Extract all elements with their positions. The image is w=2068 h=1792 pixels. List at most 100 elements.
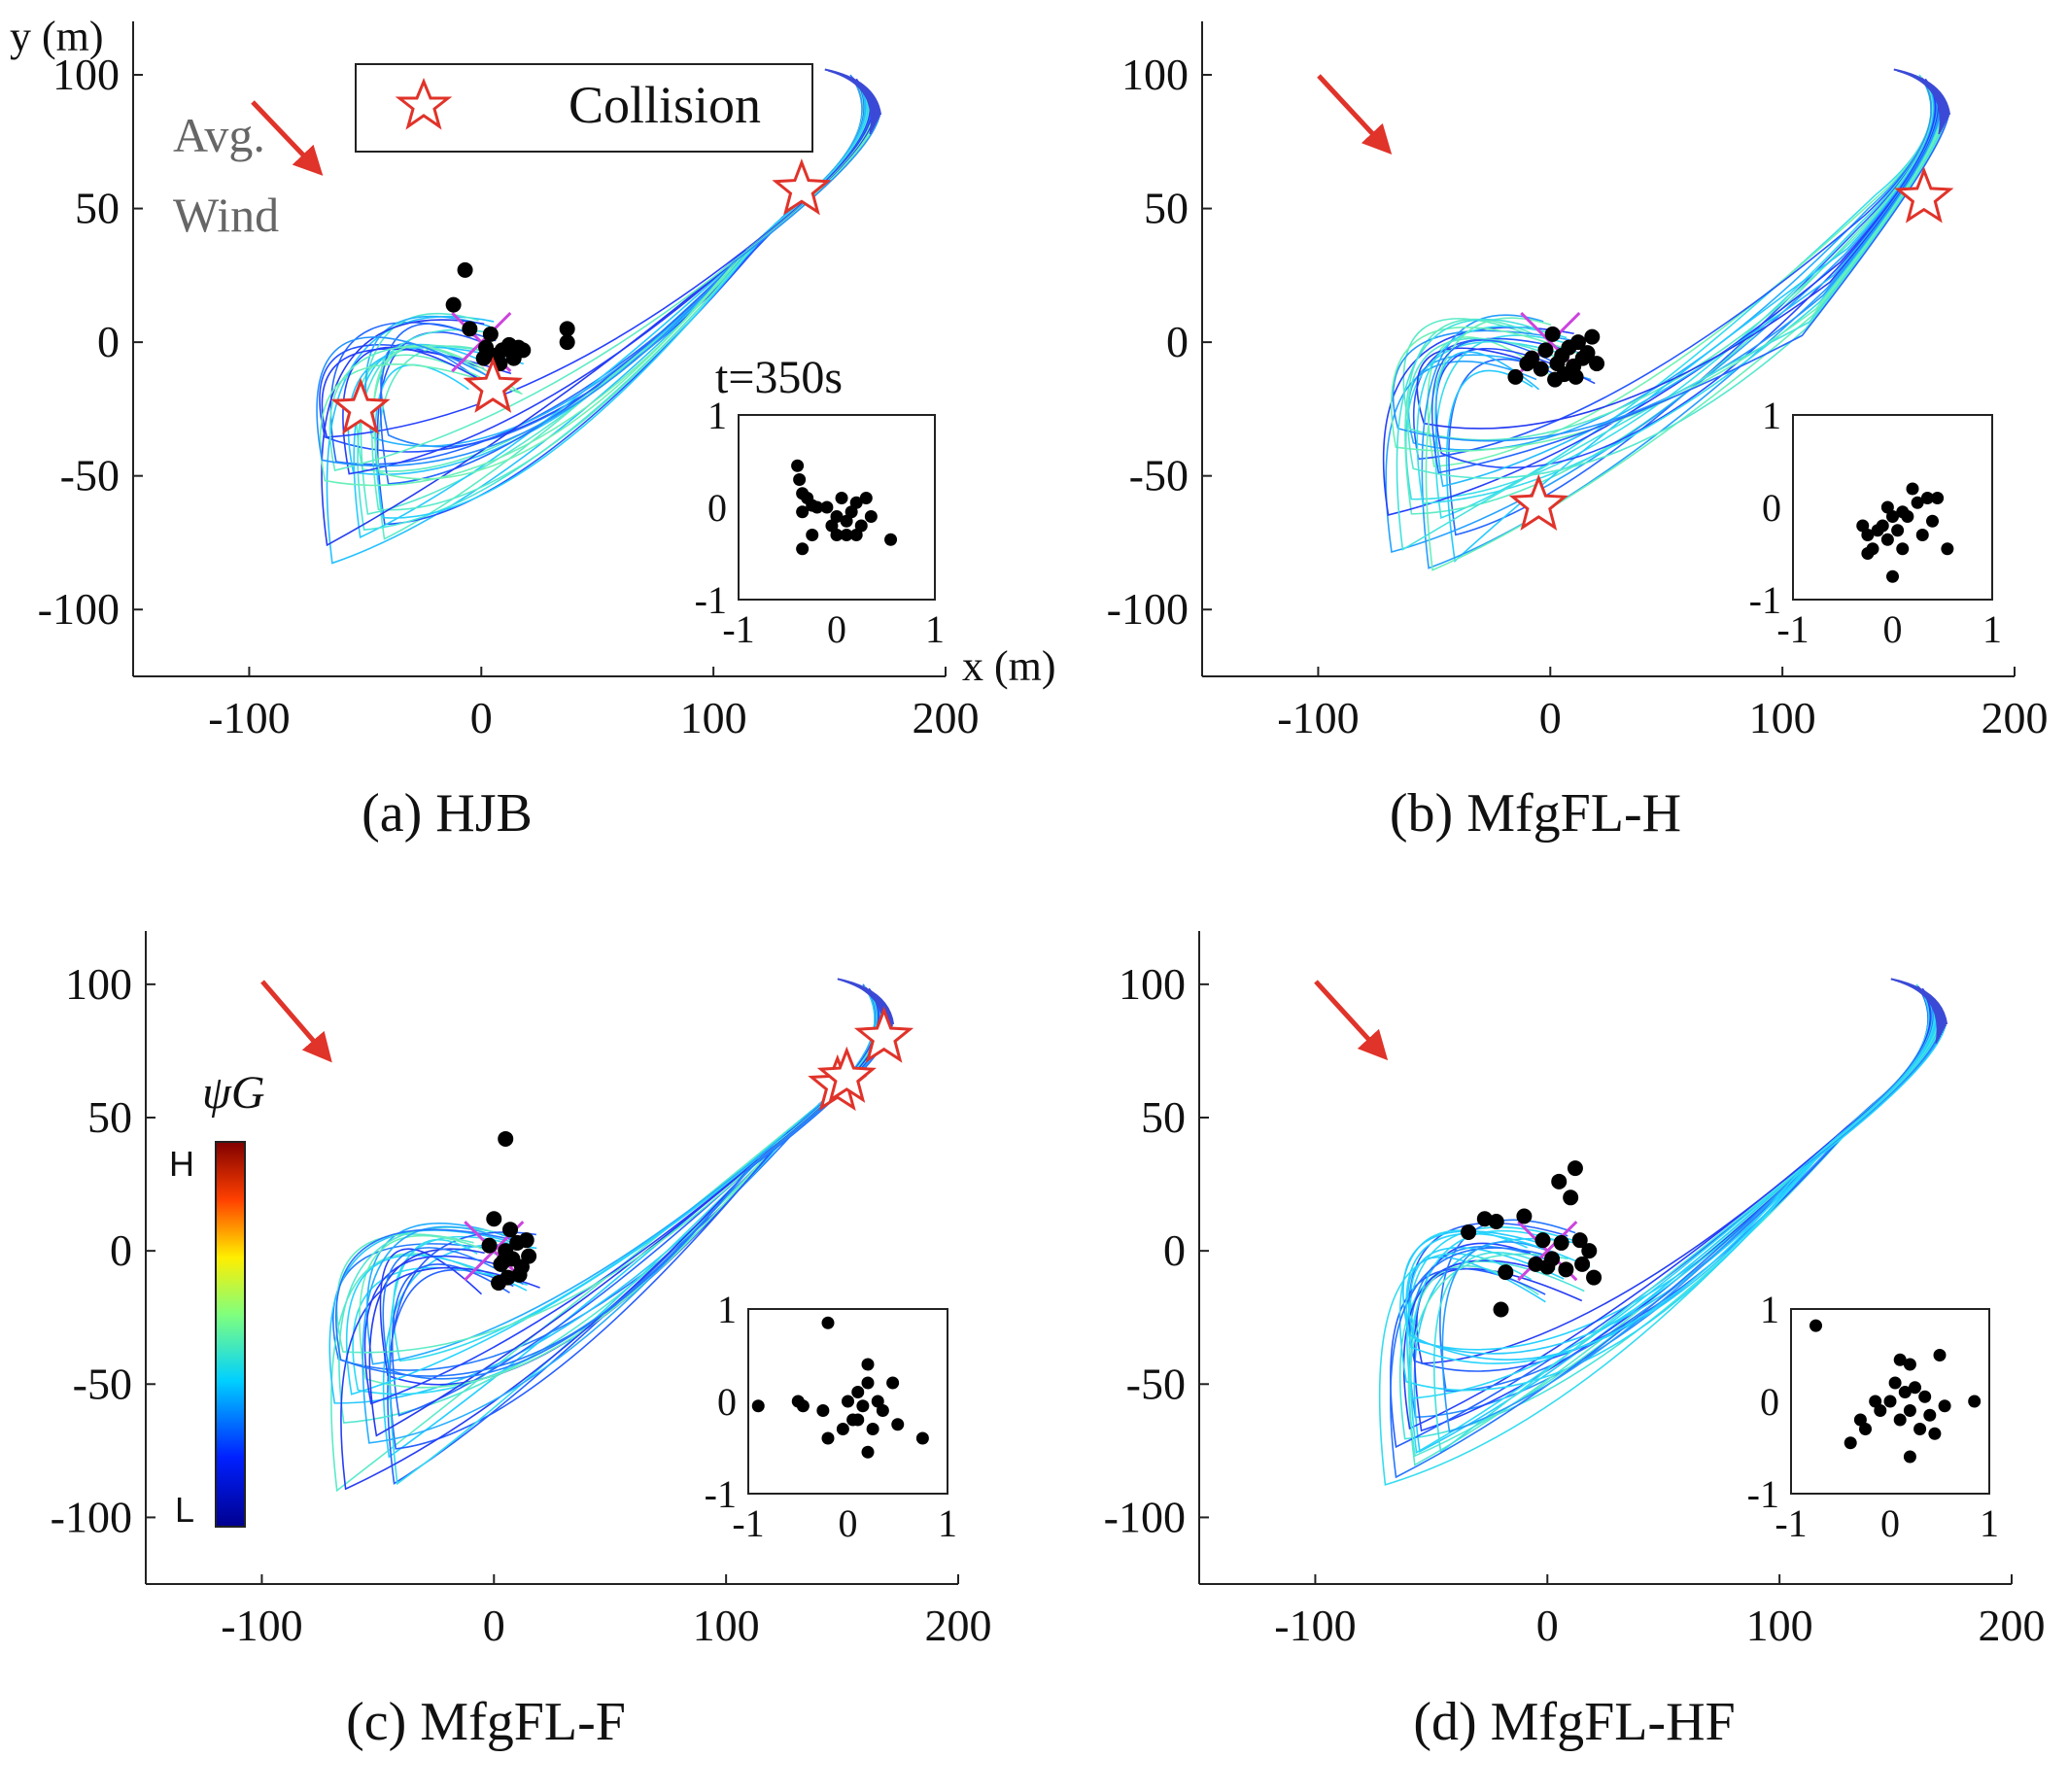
collision-star-icon bbox=[463, 356, 523, 413]
inset-agent-dot bbox=[810, 500, 824, 514]
inset-agent-dot bbox=[816, 1404, 830, 1417]
inset-agent-dot bbox=[1920, 492, 1934, 504]
inset-y-tick-label: 1 bbox=[1760, 1288, 1779, 1331]
inset-agent-dot bbox=[751, 1399, 765, 1413]
inset-y-tick-label: 0 bbox=[707, 486, 727, 530]
trajectory-start bbox=[1921, 987, 1939, 1044]
agent-dot bbox=[1567, 1160, 1583, 1177]
agent-dot bbox=[1571, 1232, 1588, 1249]
inset-agent-dot bbox=[1853, 1413, 1867, 1427]
inset-agent-dot bbox=[1844, 1436, 1857, 1450]
agent-dot bbox=[1581, 1243, 1598, 1259]
agent-dot bbox=[1579, 345, 1596, 362]
inset-x-tick-label: -1 bbox=[1776, 607, 1809, 651]
inset-agent-dot bbox=[1810, 1319, 1822, 1332]
agent-dot bbox=[1569, 334, 1586, 351]
x-tick-label: 200 bbox=[1979, 1601, 2046, 1650]
wind-arrow-icon bbox=[1314, 980, 1389, 1061]
agent-dot bbox=[511, 1266, 528, 1283]
inset-agent-dot bbox=[830, 510, 844, 523]
agent-dot bbox=[1534, 1232, 1551, 1249]
agent-dot bbox=[495, 1254, 511, 1270]
inset-agent-dot bbox=[866, 1423, 879, 1435]
trajectory-line bbox=[335, 1016, 888, 1354]
agent-dot bbox=[1537, 342, 1554, 359]
inset-agent-dot bbox=[854, 519, 868, 533]
y-tick-label: -50 bbox=[1129, 451, 1189, 500]
inset-plot: -1-1 0 0 1 1 bbox=[1749, 394, 2002, 651]
inset-agent-dot bbox=[821, 1316, 835, 1329]
inset-frame bbox=[738, 414, 936, 601]
agent-dot bbox=[1461, 1223, 1477, 1240]
inset-agent-dot bbox=[864, 510, 878, 523]
agent-dot bbox=[1586, 1269, 1603, 1286]
inset-x-tick-label: 0 bbox=[839, 1501, 858, 1545]
wind-arrow-icon bbox=[260, 980, 332, 1063]
trajectory-line bbox=[1430, 114, 1949, 474]
x-axis-label: x (m) bbox=[962, 642, 1056, 690]
inset-agent-dot bbox=[1938, 1399, 1951, 1413]
inset-agent-dot bbox=[836, 1423, 849, 1435]
trajectory-line bbox=[1405, 1023, 1947, 1364]
inset-agent-dot bbox=[1891, 524, 1905, 537]
inset-x-tick-label: -1 bbox=[722, 607, 754, 651]
inset-agent-dot bbox=[861, 1376, 875, 1390]
agent-dot bbox=[518, 1232, 534, 1249]
legend: Collision bbox=[355, 63, 813, 153]
trajectory-line bbox=[1425, 108, 1946, 571]
inset-agent-dot bbox=[844, 505, 858, 519]
y-tick-label: -50 bbox=[60, 451, 120, 500]
agent-dot bbox=[1507, 368, 1524, 385]
inset-agent-dot bbox=[851, 1413, 865, 1427]
collision-star-icon bbox=[1508, 473, 1568, 531]
agent-dot bbox=[559, 334, 575, 351]
inset-agent-dot bbox=[1896, 542, 1910, 556]
inset-agent-dot bbox=[1968, 1395, 1982, 1408]
agent-dot bbox=[1519, 356, 1535, 372]
trajectory-line bbox=[392, 989, 877, 1362]
trajectory-line bbox=[1416, 985, 1929, 1364]
inset-x-tick-label: -1 bbox=[732, 1501, 764, 1545]
inset-agent-dot bbox=[1869, 1395, 1882, 1408]
inset-agent-dot bbox=[1913, 1423, 1927, 1435]
trajectories bbox=[316, 68, 882, 565]
y-tick-label: 50 bbox=[87, 1092, 132, 1142]
trajectory-line bbox=[1391, 106, 1945, 452]
inset-agent-dot bbox=[861, 1445, 875, 1459]
x-tick-label: 0 bbox=[1536, 1601, 1559, 1650]
agent-dot bbox=[1568, 368, 1584, 385]
inset-agent-dot bbox=[796, 542, 810, 556]
inset-x-tick-label: 1 bbox=[938, 1501, 957, 1545]
inset-x-tick-label: 0 bbox=[1883, 607, 1903, 651]
inset-agent-dot bbox=[1941, 542, 1954, 556]
x-tick-label: 0 bbox=[470, 693, 493, 742]
y-tick-label: 0 bbox=[1163, 1225, 1186, 1275]
inset-agent-dot bbox=[1898, 1386, 1912, 1398]
x-tick-label: -100 bbox=[1274, 1601, 1356, 1650]
agent-dot bbox=[1589, 356, 1605, 372]
agent-dot bbox=[1533, 361, 1549, 377]
trajectory-line bbox=[1404, 86, 1934, 515]
x-tick-label: 200 bbox=[913, 693, 980, 742]
trajectory-line bbox=[316, 114, 880, 467]
x-tick-label: 200 bbox=[1982, 693, 2049, 742]
x-tick-label: 100 bbox=[693, 1601, 760, 1650]
wind-arrow-icon bbox=[251, 100, 324, 176]
agent-dot bbox=[491, 1275, 507, 1292]
y-tick-label: 100 bbox=[65, 959, 132, 1009]
inset-agent-dot bbox=[1876, 519, 1889, 533]
colorbar-high-label: H bbox=[169, 1144, 194, 1184]
legend-star-icon bbox=[395, 78, 453, 130]
colorbar-low-label: L bbox=[175, 1490, 194, 1530]
inset-y-tick-label: 0 bbox=[1762, 486, 1781, 530]
y-tick-label: -100 bbox=[1104, 1492, 1186, 1541]
agent-dot bbox=[481, 1237, 498, 1254]
inset-agent-dot bbox=[886, 1376, 900, 1390]
inset-time-label: t=350s bbox=[715, 352, 843, 403]
inset-y-tick-label: 1 bbox=[707, 394, 727, 437]
inset-agent-dot bbox=[1861, 529, 1875, 541]
inset-y-tick-label: -1 bbox=[695, 578, 727, 622]
inset-agent-dot bbox=[1888, 1376, 1902, 1390]
